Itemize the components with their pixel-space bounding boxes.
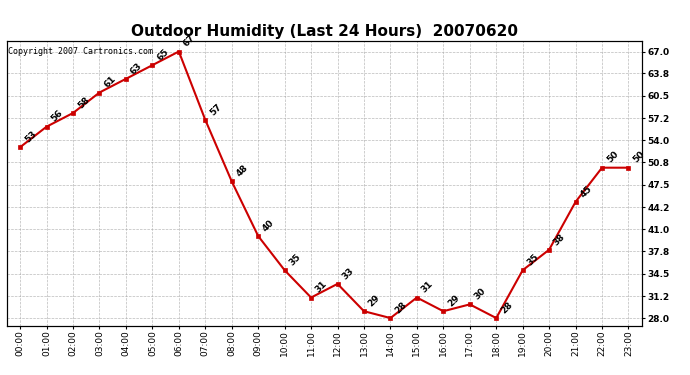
Text: 61: 61 [102,75,117,90]
Text: 35: 35 [288,252,303,267]
Text: 31: 31 [314,280,329,295]
Text: 28: 28 [393,300,408,315]
Text: 67: 67 [181,33,197,49]
Text: 28: 28 [499,300,514,315]
Text: 58: 58 [76,95,91,110]
Text: 35: 35 [526,252,541,267]
Text: 50: 50 [631,150,647,165]
Text: 29: 29 [446,293,462,308]
Text: 30: 30 [473,286,488,302]
Text: 57: 57 [208,102,224,117]
Text: 63: 63 [129,61,144,76]
Text: 29: 29 [367,293,382,308]
Text: Copyright 2007 Cartronics.com: Copyright 2007 Cartronics.com [8,47,153,56]
Text: 40: 40 [261,218,276,233]
Text: 53: 53 [23,129,38,144]
Text: 50: 50 [605,150,620,165]
Text: 45: 45 [578,184,593,199]
Text: 33: 33 [340,266,355,281]
Text: 65: 65 [155,47,170,62]
Text: 38: 38 [552,232,567,247]
Text: 56: 56 [50,109,65,124]
Title: Outdoor Humidity (Last 24 Hours)  20070620: Outdoor Humidity (Last 24 Hours) 2007062… [131,24,518,39]
Text: 31: 31 [420,280,435,295]
Text: 48: 48 [235,163,250,178]
